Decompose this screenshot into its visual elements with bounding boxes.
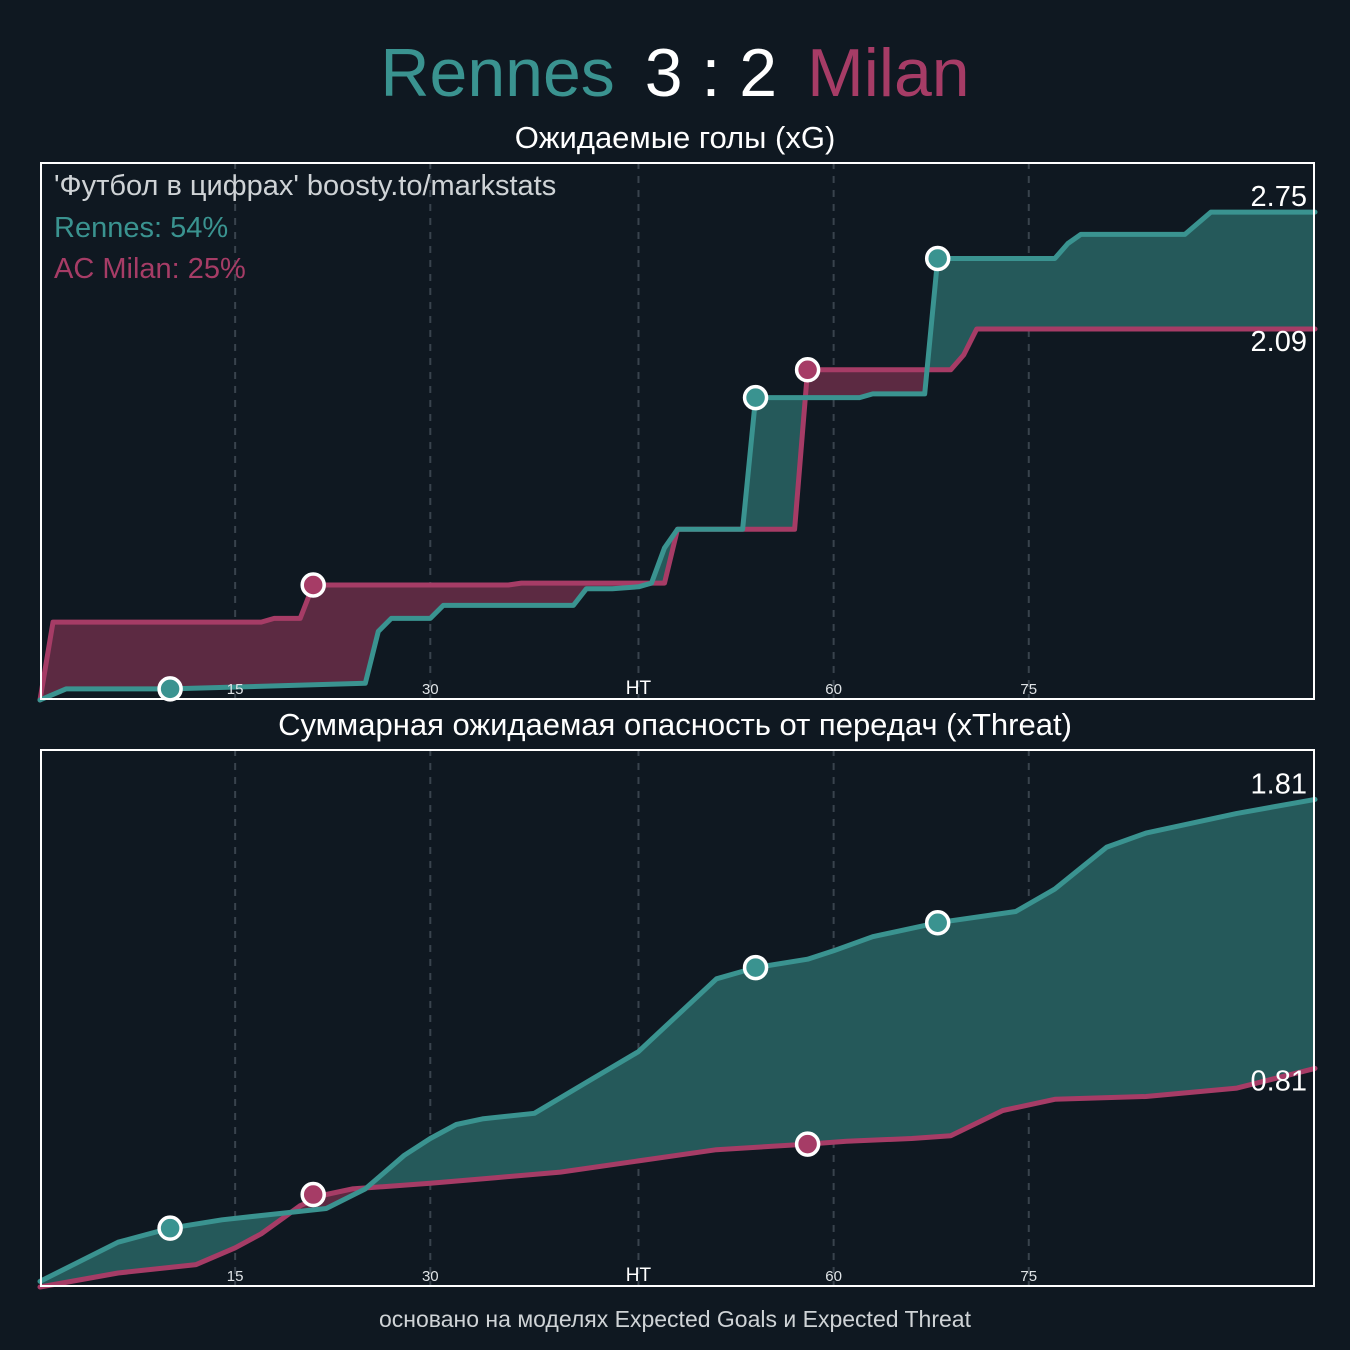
- xg-tick-label-2: HT: [626, 678, 652, 699]
- xg-fill-away-3: [807, 360, 928, 398]
- xt-tick-label-1: 30: [422, 1268, 439, 1285]
- xthreat-chart: 15 30 HT 60 75 1.81 0.81: [37, 749, 1318, 1290]
- xg-tick-label-1: 30: [422, 681, 439, 698]
- xg-frame: [40, 162, 1315, 700]
- xt-frame: [40, 749, 1315, 1287]
- xg-away-goal-marker-1: [794, 357, 821, 383]
- xg-home-goal-marker-1: [742, 384, 769, 411]
- xg-home-line: [37, 209, 1318, 703]
- match-header: Rennes 3 : 2 Milan: [0, 28, 1350, 118]
- xt-tick-label-3: 60: [825, 1268, 842, 1285]
- xg-svg: 15 30 HT 60 75 2.75 2.09: [37, 162, 1318, 703]
- xt-away-end-label: 0.81: [1251, 1065, 1307, 1097]
- xt-tick-label-2: HT: [626, 1265, 652, 1286]
- xg-home-goal-marker-0: [157, 676, 183, 702]
- xg-home-end-label: 2.75: [1251, 181, 1307, 213]
- xthreat-chart-title: Суммарная ожидаемая опасность от передач…: [278, 707, 1072, 742]
- xt-tick-label-0: 15: [227, 1268, 244, 1285]
- xt-tick-label-4: 75: [1020, 1268, 1037, 1285]
- xt-svg: 15 30 HT 60 75 1.81 0.81: [37, 749, 1318, 1290]
- xg-away-goal-marker-0: [300, 572, 326, 598]
- xg-tick-label-4: 75: [1020, 681, 1037, 698]
- xg-chart: 15 30 HT 60 75 2.75 2.09: [37, 162, 1318, 703]
- xt-home-line: [37, 796, 1318, 1284]
- xt-home-end-label: 1.81: [1251, 768, 1307, 800]
- xt-home-goal-marker-2: [924, 909, 951, 936]
- credit-text: 'Футбол в цифрах' boosty.to/markstats: [54, 170, 557, 202]
- xg-fill-home-2: [651, 369, 808, 584]
- xg-tick-label-0: 15: [227, 681, 244, 698]
- away-team-name: Milan: [807, 35, 970, 111]
- footer-note: основано на моделях Expected Goals и Exp…: [379, 1306, 971, 1332]
- xt-home-goal-marker-1: [742, 954, 769, 981]
- xg-fill-away-1: [43, 583, 652, 699]
- xg-home-goal-marker-2: [924, 245, 951, 272]
- xt-fill-home-0: [40, 1210, 294, 1287]
- xt-away-goal-marker-0: [300, 1181, 326, 1208]
- xg-away-line: [37, 326, 1318, 703]
- home-team-name: Rennes: [380, 35, 615, 111]
- xt-away-line: [37, 1065, 1318, 1290]
- home-share-text: Rennes: 54%: [54, 212, 229, 244]
- xt-fill-home-2: [368, 799, 1315, 1188]
- xg-fill-home-4: [927, 212, 1315, 370]
- xt-home-goal-marker-0: [157, 1215, 183, 1241]
- xg-chart-title: Ожидаемые голы (xG): [514, 120, 836, 155]
- xg-away-end-label: 2.09: [1251, 326, 1307, 358]
- xt-away-goal-marker-1: [794, 1131, 821, 1157]
- away-share-text: AC Milan: 25%: [54, 253, 246, 285]
- match-score: 3 : 2: [644, 35, 778, 111]
- xg-tick-label-3: 60: [825, 681, 842, 698]
